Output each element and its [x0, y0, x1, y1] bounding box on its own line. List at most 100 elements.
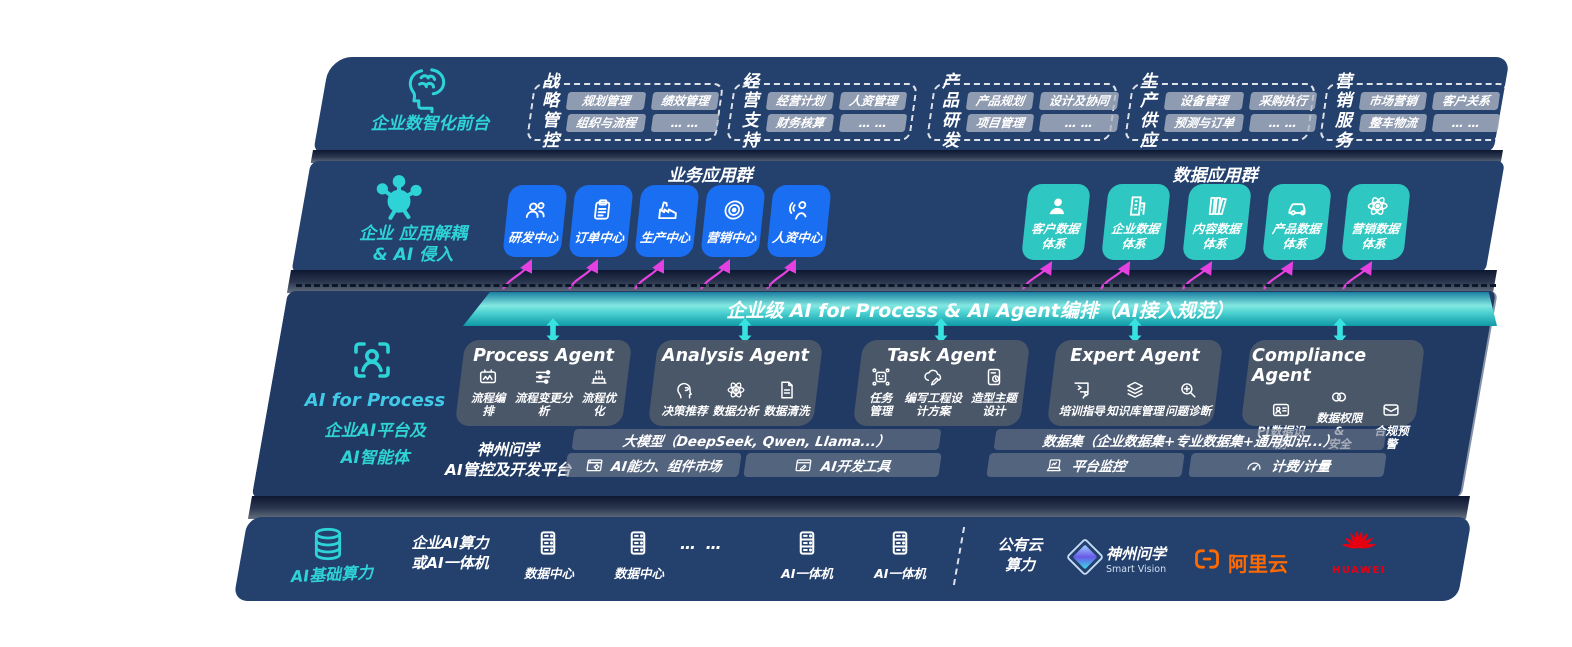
node-label: AI一体机	[874, 566, 926, 581]
agent-item: 数据清洗	[764, 379, 810, 418]
model-bar-label: 大模型（DeepSeek, Qwen, Llama...）	[621, 433, 891, 450]
tablet-design-icon	[983, 366, 1005, 388]
window-gear-icon	[583, 456, 605, 475]
atom-icon	[725, 379, 747, 401]
agent-item: 编写工程设计方案	[900, 366, 967, 418]
billing-bar: 计费/计量	[1188, 453, 1387, 477]
platform-label: 神州问学 AI管控及开发平台	[428, 440, 588, 480]
alert-mail-icon	[1380, 399, 1402, 421]
business-group-title: 业务应用群	[667, 166, 753, 186]
group-title: 生产供应	[1140, 71, 1157, 151]
billing-bar-label: 计费/计量	[1270, 459, 1332, 475]
double-arrow	[546, 318, 560, 343]
agent-analysis: Analysis Agent 决策推荐 数据分析 数据清洗	[647, 340, 824, 426]
monitor-bar-label: 平台监控	[1070, 459, 1127, 475]
server-icon	[885, 528, 915, 558]
public-cloud-line2: 算力	[1004, 555, 1035, 574]
model-bar: 大模型（DeepSeek, Qwen, Llama...）	[571, 429, 942, 450]
group-title: 营销服务	[1335, 71, 1352, 151]
dataset-bar: 数据集（企业数据集+专业数据集+通用知识...）	[993, 429, 1387, 450]
server-icon	[623, 528, 653, 558]
robot-nodes-icon	[870, 366, 892, 388]
agent-item: 问题诊断	[1165, 379, 1211, 418]
agent-item: 决策推荐	[662, 379, 708, 418]
group-marketing: 营销服务 市场营销 客户关系 整车物流 … …	[1318, 72, 1510, 150]
agent-item: 流程优化	[577, 366, 621, 418]
smartvision-en: Smart Vision	[1106, 564, 1167, 575]
agent-task: Task Agent 任务管理 编写工程设计方案 造型主题设计	[852, 340, 1031, 426]
head-idea-icon	[674, 379, 696, 401]
decouple-label-line1: 企业 应用解耦	[359, 224, 467, 244]
cloud-pen-icon	[922, 366, 944, 388]
agent-item: 造型主题设计	[969, 366, 1019, 418]
node-label: AI一体机	[781, 566, 833, 581]
dataset-bar-label: 数据集（企业数据集+专业数据集+通用知识...）	[1041, 433, 1339, 450]
laptop-chart-icon	[1044, 456, 1066, 475]
gauge-icon	[1243, 456, 1265, 475]
capability-bar-label: AI能力、组件市场	[610, 459, 723, 475]
link-rings-icon	[1328, 386, 1350, 408]
dashed-separator-line	[296, 284, 1496, 287]
group-strategy: 战略管控 规划管理 绩效管理 组织与流程 … …	[525, 72, 725, 150]
ai-process-line3: AI智能体	[340, 448, 410, 467]
smartvision-logo	[1066, 538, 1104, 576]
monitor-bar: 平台监控	[986, 453, 1185, 477]
node-label: 数据中心	[523, 566, 574, 581]
agent-process: Process Agent 流程编排 流程变更分析 流程优化	[454, 340, 633, 426]
group-title: 经营支持	[742, 71, 759, 151]
node-label: 数据中心	[613, 566, 664, 581]
double-arrow	[1128, 318, 1142, 343]
aliyun-logo-icon	[1190, 545, 1224, 573]
double-arrow	[738, 318, 752, 343]
flow-monitor-icon	[477, 366, 499, 388]
agent-item: 培训指导	[1059, 379, 1105, 418]
document-icon	[776, 379, 798, 401]
double-arrow	[1333, 318, 1347, 343]
smartvision-name: 神州问学 Smart Vision	[1106, 543, 1196, 575]
aliyun-name: 阿里云	[1228, 552, 1288, 576]
local-compute-label: 企业AI算力 或AI一体机	[395, 534, 505, 573]
data-group-title: 数据应用群	[1172, 166, 1258, 186]
agent-item: 流程变更分析	[510, 366, 576, 418]
server-icon	[792, 528, 822, 558]
ai-process-line1: AI for Process	[304, 390, 446, 411]
training-board-icon	[1071, 379, 1093, 401]
capability-bar: AI能力、组件市场	[564, 453, 742, 477]
group-title: 战略管控	[542, 71, 559, 151]
agent-title: Compliance Agent	[1252, 346, 1367, 386]
ai-process-line2: 企业AI平台及	[324, 421, 426, 440]
platform-label-line2: AI管控及开发平台	[444, 461, 572, 480]
diagnose-icon	[1177, 379, 1199, 401]
agent-title: Expert Agent	[1070, 346, 1200, 366]
ai-process-label: AI for Process 企业AI平台及 AI智能体	[300, 390, 450, 468]
agent-item: 数据分析	[713, 379, 759, 418]
agent-compliance: Compliance Agent PI数据识别 数据权限 & 安全 合规预警	[1240, 340, 1426, 451]
devtool-bar-label: AI开发工具	[819, 459, 892, 475]
group-product-rd: 产品研发 产品规划 设计及协同 项目管理 … …	[925, 72, 1120, 150]
huawei-logo-icon	[1338, 527, 1380, 563]
local-compute-line2: 或AI一体机	[411, 553, 489, 572]
public-cloud-label: 公有云 算力	[980, 536, 1060, 575]
front-office-label: 企业数智化前台	[370, 114, 490, 134]
layers-icon	[1124, 379, 1146, 401]
group-supply: 生产供应 设备管理 采购执行 预测与订单 … …	[1123, 72, 1318, 150]
server-icon	[533, 528, 563, 558]
database-icon	[306, 524, 350, 564]
agent-title: Analysis Agent	[662, 346, 809, 366]
window-pen-icon	[793, 456, 815, 475]
ai-orchestration-label: 企业级 AI for Process & AI Agent编排（AI接入规范）	[726, 299, 1234, 322]
ai-orchestration-bar: 企业级 AI for Process & AI Agent编排（AI接入规范）	[463, 292, 1497, 326]
agent-expert: Expert Agent 培训指导 知识库管理 问题诊断	[1046, 340, 1224, 426]
agent-title: Task Agent	[887, 346, 996, 366]
agent-item: 知识库管理	[1106, 379, 1164, 418]
devtool-bar: AI开发工具	[743, 453, 942, 477]
smartvision-cn: 神州问学	[1106, 545, 1167, 563]
optimize-stack-icon	[588, 366, 610, 388]
group-operation: 经营支持 经营计划 人资管理 财务核算 … …	[725, 72, 919, 150]
huawei-name: HUAWEI	[1331, 565, 1387, 576]
local-compute-line1: 企业AI算力	[411, 534, 489, 552]
agent-title: Process Agent	[473, 346, 614, 366]
scan-person-icon	[348, 336, 396, 384]
sliders-icon	[532, 366, 554, 388]
